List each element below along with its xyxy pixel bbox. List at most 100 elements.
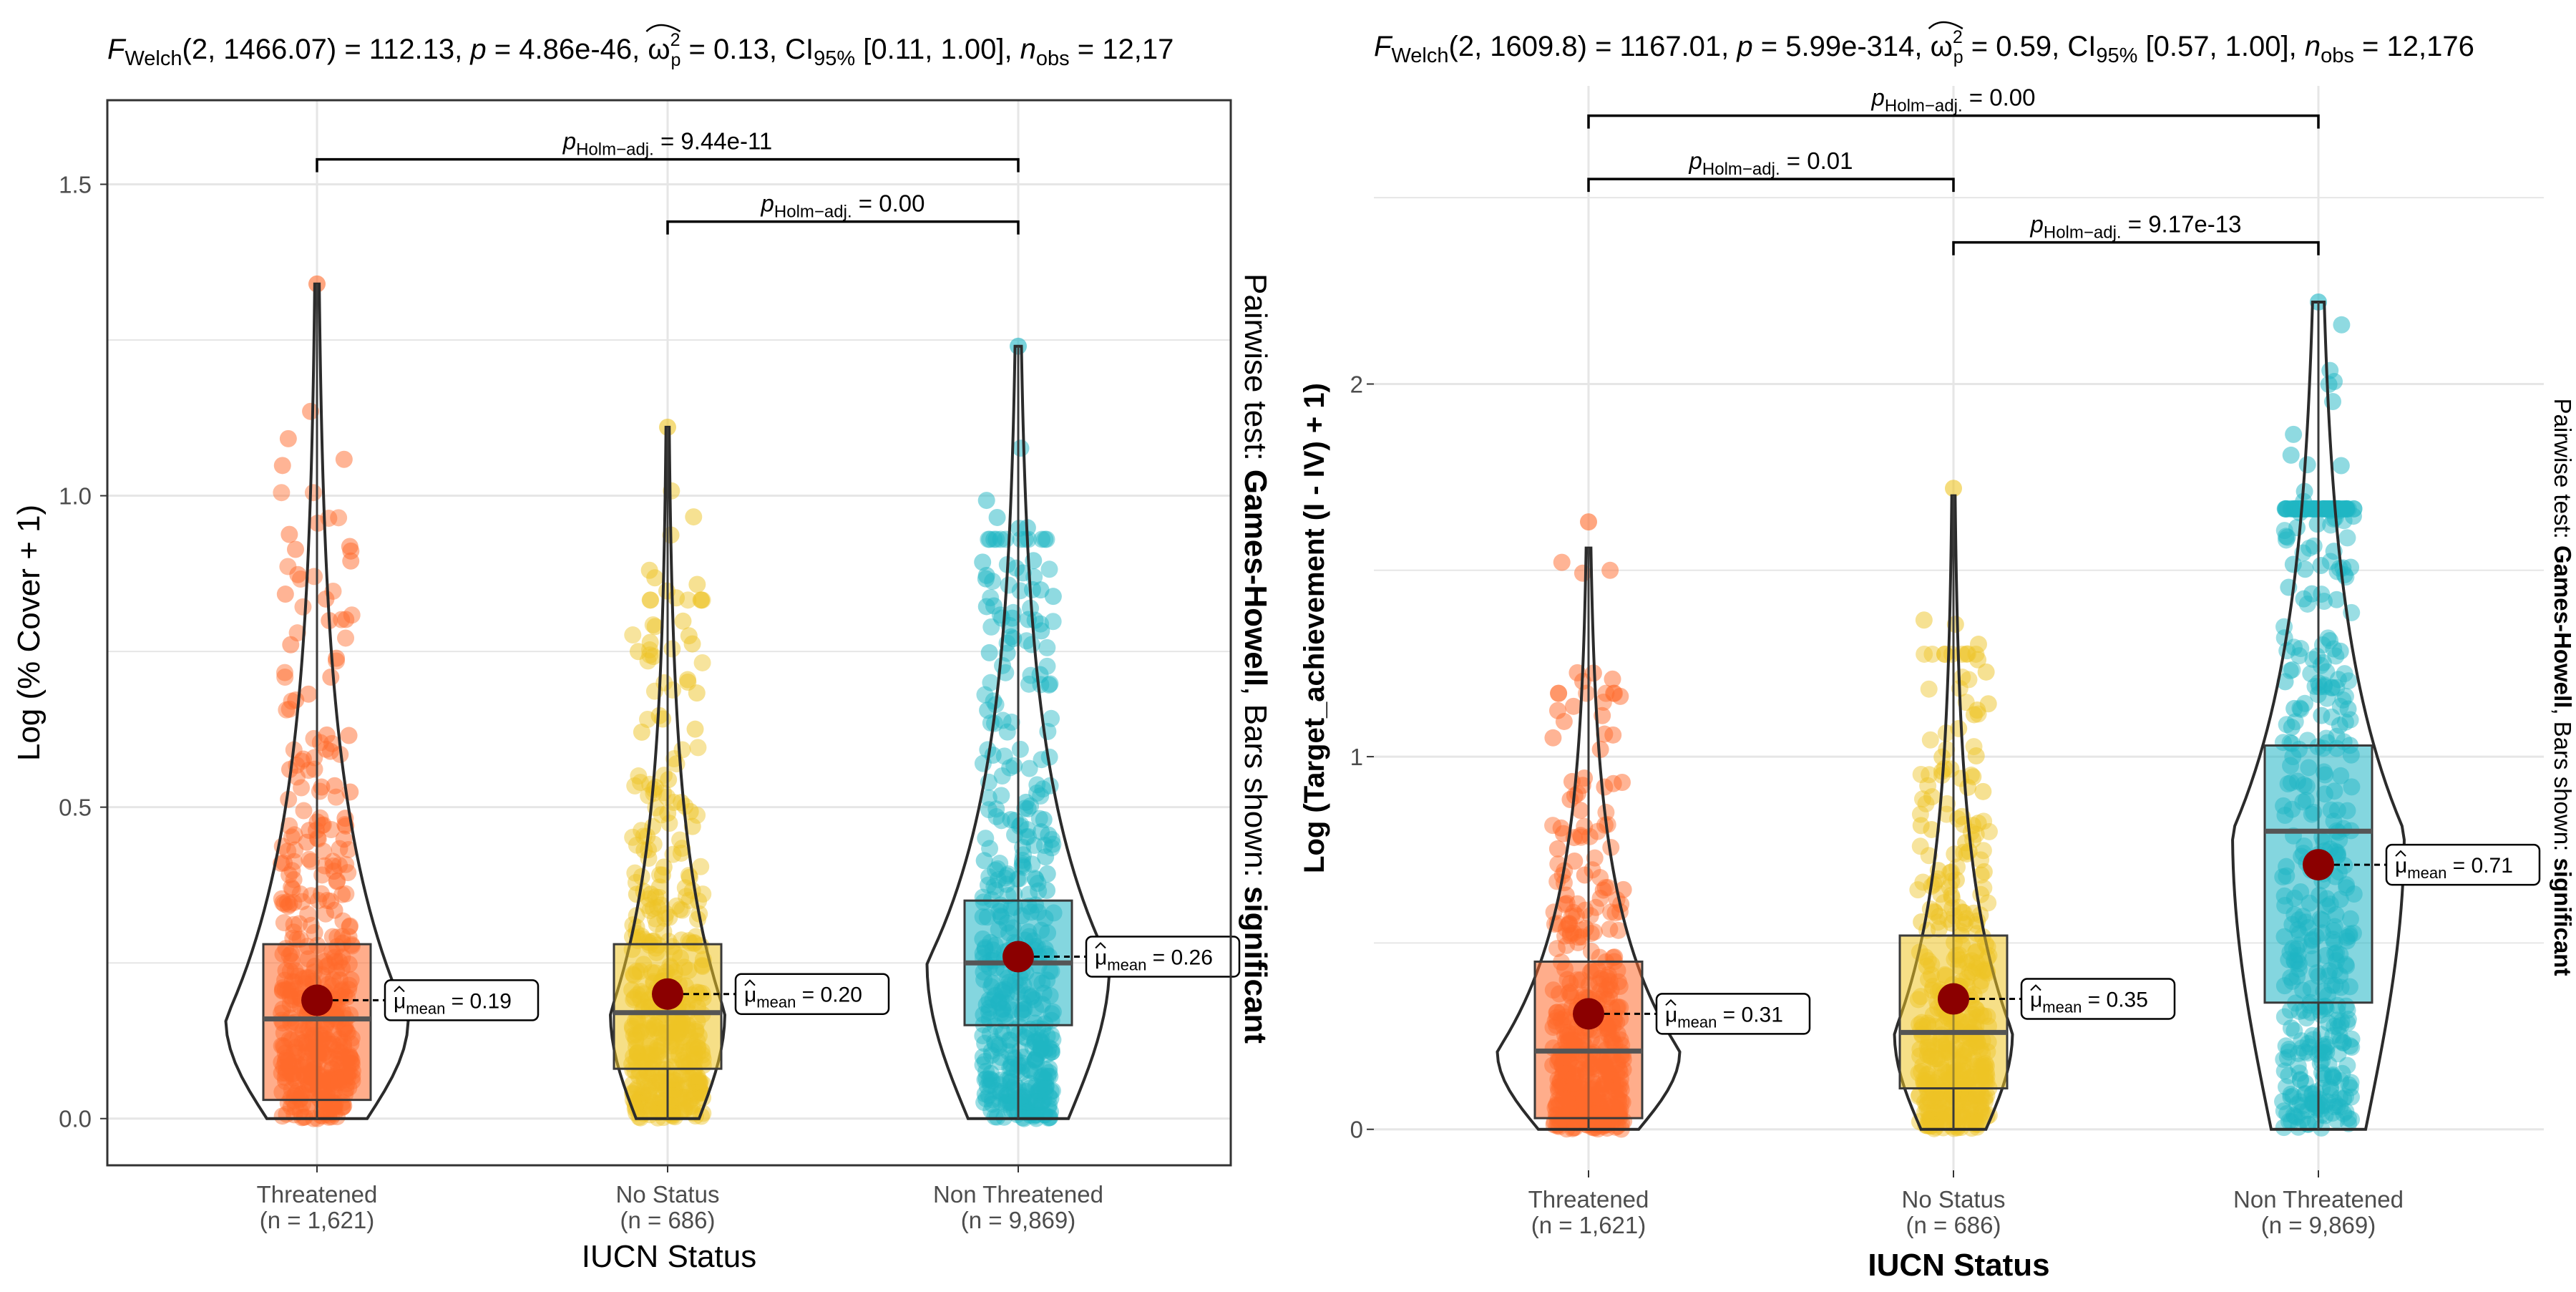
data-point [342,552,360,570]
data-point [1586,849,1604,867]
data-point [273,457,291,475]
data-point [668,897,686,915]
data-point [2289,1044,2307,1062]
data-point [1960,671,1978,689]
data-point [1972,1099,1990,1117]
data-point [2276,673,2294,691]
data-point [643,1065,660,1083]
data-point [337,885,355,903]
mean-marker [652,978,683,1010]
data-point [1930,1099,1948,1117]
data-point [2293,1110,2311,1128]
mean-label: μmean = 0.35 [1969,978,2176,1020]
data-point [1024,1038,1042,1056]
data-point [624,828,642,846]
data-point [665,1098,683,1116]
data-point [1006,1090,1024,1108]
data-point [645,648,663,666]
data-point [641,591,659,609]
data-point [1942,760,1960,778]
data-point [2340,1076,2358,1094]
data-point [985,597,1002,615]
data-point [645,1094,663,1112]
data-point [2303,1026,2321,1044]
data-point [330,509,348,527]
data-point [1038,530,1055,548]
data-point [310,891,328,909]
hat-icon [394,985,405,993]
data-point [2292,640,2310,658]
data-point [1030,1045,1048,1063]
data-point [2280,1067,2298,1084]
data-point [1928,1111,1946,1129]
data-point [337,611,355,628]
data-point [1025,1107,1043,1125]
subtitle: FWelch(2, 1609.8) = 1167.01, p = 5.99e-3… [1374,21,2474,67]
data-point [2329,1019,2347,1036]
data-point [1968,701,1986,719]
pairwise-brackets: pHolm−adj. = 9.44e-11 pHolm−adj. = 0.00 [316,128,1020,235]
data-point [2311,1054,2329,1072]
data-point [1040,1039,1058,1057]
data-point [650,1099,668,1117]
data-point [2323,679,2341,696]
data-point [1943,1086,1961,1104]
data-point [974,1027,992,1045]
data-point [1035,1067,1053,1084]
data-point [995,1024,1013,1042]
data-point [2343,1039,2361,1057]
data-point [2285,425,2303,443]
data-point [1571,802,1589,820]
data-point [315,842,333,860]
data-point [666,1108,684,1126]
data-point [2298,1009,2316,1027]
data-point [1912,766,1930,784]
data-point [624,1075,642,1093]
data-point [2293,1103,2311,1121]
data-point [2302,1004,2320,1021]
data-point [339,864,357,882]
data-point [2335,1089,2353,1107]
data-point [283,878,301,896]
data-point [2331,642,2349,660]
panel-right: 0 1 2 μmean = 0.31 μmean = 0.35 μmean = 0.71 p… [1299,21,2576,1283]
data-point [2301,1038,2318,1056]
data-point [687,928,705,946]
data-point [293,779,311,797]
data-point [1044,1031,1062,1049]
data-point [635,883,653,900]
y-axis: 0.0 0.5 1.0 1.5 [59,171,107,1132]
data-point [1964,768,1982,786]
data-point [2316,1107,2334,1125]
data-point [992,1022,1010,1040]
data-point [683,817,701,835]
data-point [1029,1084,1047,1102]
data-point [1019,827,1037,845]
data-point [1934,1109,1952,1127]
data-point [2342,1074,2360,1092]
data-point [1914,873,1932,891]
data-point [1026,1051,1044,1069]
data-point [1028,776,1046,794]
data-point [1044,613,1062,631]
x-tick-count: (n = 686) [1906,1212,2001,1238]
x-tick-count: (n = 686) [620,1207,716,1233]
data-point [341,918,358,936]
data-point [647,778,665,796]
data-point [988,508,1006,526]
data-point [1975,863,1993,880]
hat-icon [1928,21,1963,30]
data-point [651,1072,669,1089]
data-point [1960,1112,1978,1130]
data-point [671,900,689,918]
data-point [985,1033,1003,1051]
data-point [275,664,293,681]
data-point [1931,1104,1949,1122]
data-point [2313,1106,2331,1124]
data-point [1005,630,1023,648]
data-point [1043,1040,1060,1058]
x-axis: Threatened(n = 1,621) No Status(n = 686) N… [1528,1170,2404,1238]
data-point [2281,1001,2299,1019]
data-point [1966,1087,1984,1104]
data-point [1926,903,1944,921]
